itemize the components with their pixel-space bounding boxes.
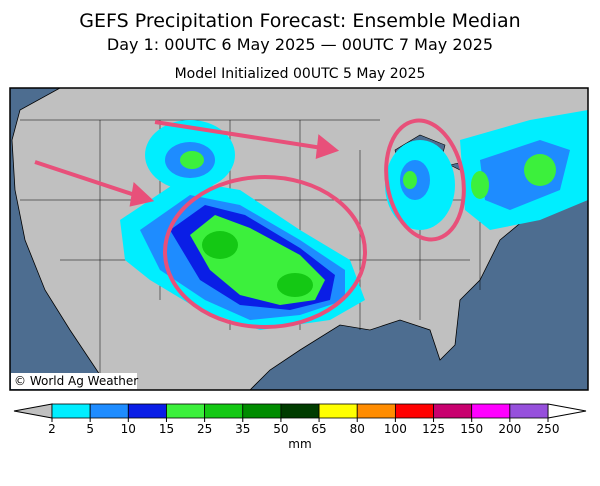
subtitle: Day 1: 00UTC 6 May 2025 — 00UTC 7 May 20… — [107, 35, 493, 54]
color-segment — [51, 403, 91, 419]
tick-label: 2 — [48, 422, 56, 436]
credit-box — [11, 373, 137, 389]
over-triangle — [547, 403, 587, 419]
under-triangle — [13, 403, 53, 419]
color-segment — [204, 403, 244, 419]
tick-label: 125 — [422, 422, 445, 436]
tick-label: 65 — [311, 422, 326, 436]
color-segment — [127, 403, 167, 419]
color-segment — [242, 403, 282, 419]
tick-label: 5 — [86, 422, 94, 436]
title: GEFS Precipitation Forecast: Ensemble Me… — [79, 10, 520, 32]
map-frame — [9, 87, 589, 391]
tick-label: 15 — [159, 422, 174, 436]
color-segment — [394, 403, 434, 419]
map: © World Ag Weather — [9, 87, 589, 391]
tick-label: 100 — [384, 422, 407, 436]
color-segment — [166, 403, 206, 419]
tick-label: 80 — [350, 422, 365, 436]
credit: © World Ag Weather — [14, 374, 138, 388]
init-time: Model Initialized 00UTC 5 May 2025 — [175, 66, 426, 82]
color-segment — [356, 403, 396, 419]
tick-label: 50 — [273, 422, 288, 436]
tick-label: 25 — [197, 422, 212, 436]
tick-label: 150 — [460, 422, 483, 436]
unit-label: mm — [288, 437, 311, 451]
color-segment — [509, 403, 549, 419]
annotations — [34, 118, 466, 329]
tick-label: 250 — [537, 422, 560, 436]
color-segment — [433, 403, 473, 419]
color-segment — [471, 403, 511, 419]
color-segment — [280, 403, 320, 419]
tick-label: 200 — [498, 422, 521, 436]
tick-label: 10 — [121, 422, 136, 436]
tick-label: 35 — [235, 422, 250, 436]
color-segment — [89, 403, 129, 419]
color-segment — [318, 403, 358, 419]
